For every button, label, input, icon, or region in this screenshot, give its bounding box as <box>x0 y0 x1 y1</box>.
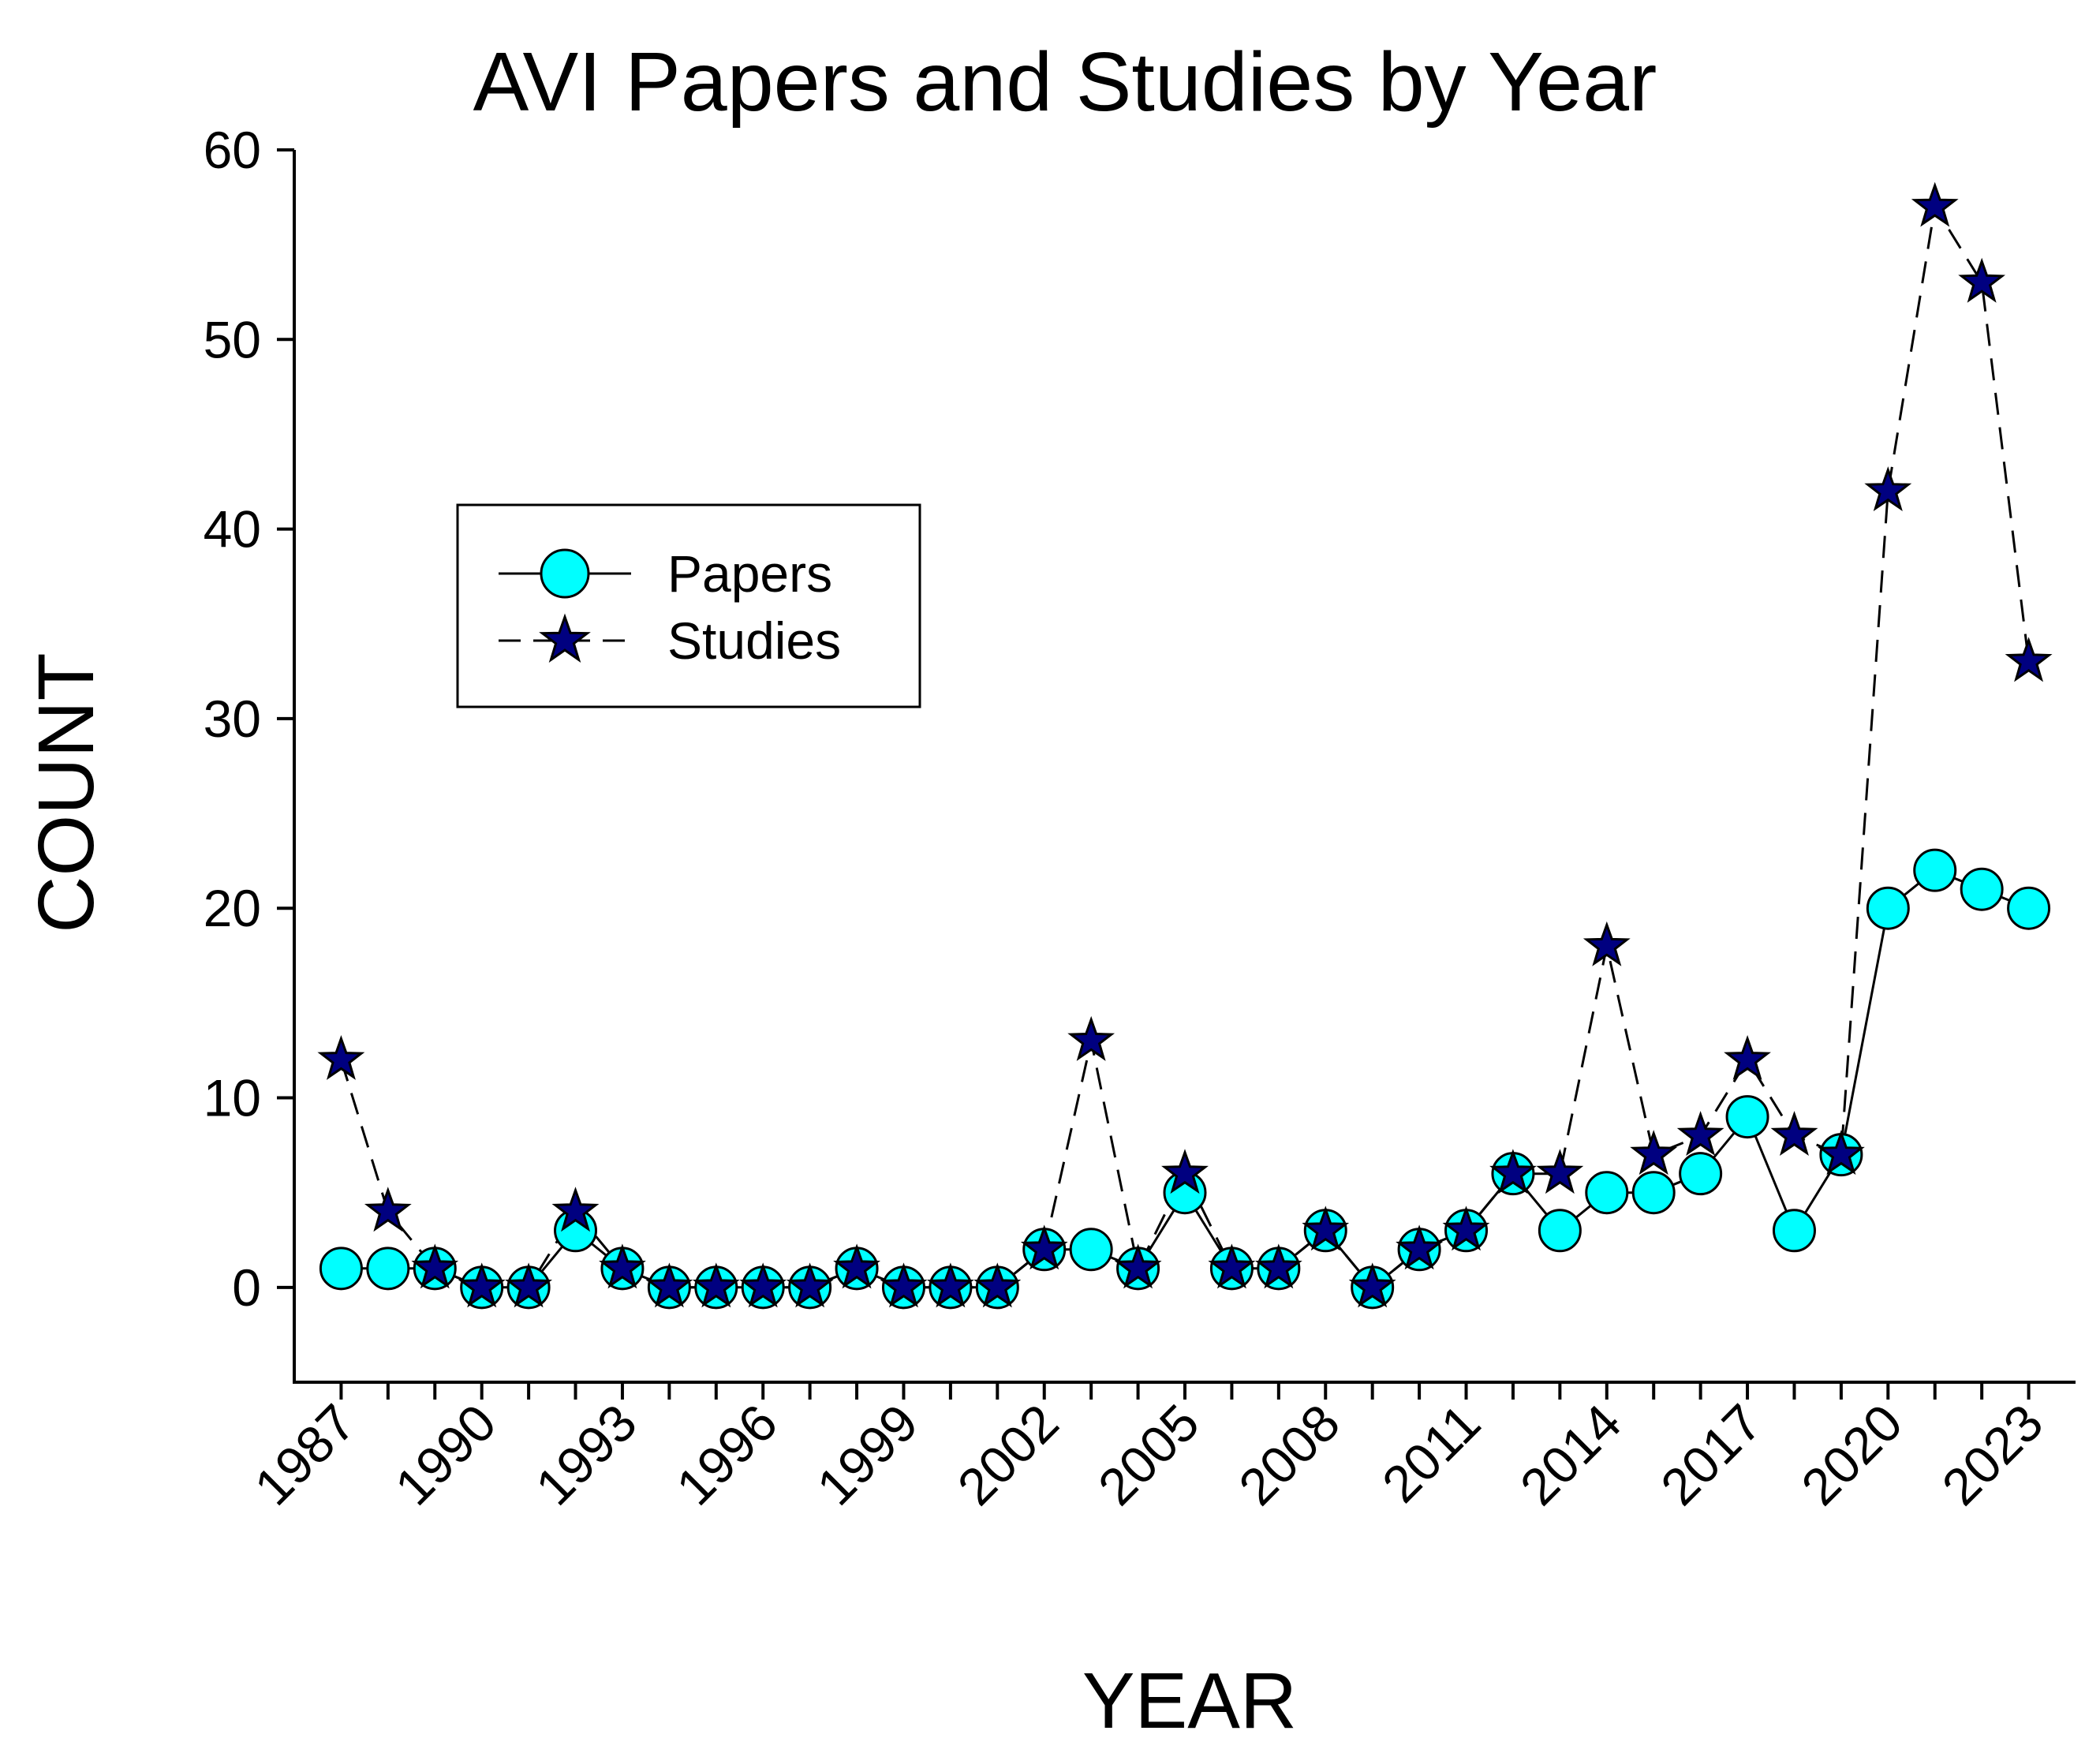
studies-point <box>1067 1015 1115 1061</box>
papers-point <box>366 1247 410 1291</box>
studies-point <box>739 1262 787 1308</box>
x-tick-label: 1999 <box>805 1393 929 1516</box>
x-ticks: 1987 1990 1993 1996 1999 2002 2005 2008 2011 2014… <box>243 1382 2053 1516</box>
chart-title: AVI Papers and Studies by Year <box>473 36 1657 129</box>
papers-point <box>319 1247 363 1291</box>
papers-point <box>1679 1152 1723 1196</box>
studies-point <box>1161 1149 1209 1194</box>
studies-point <box>551 1187 600 1232</box>
studies-point <box>1864 466 1912 512</box>
studies-point <box>880 1262 928 1308</box>
studies-point <box>973 1262 1022 1308</box>
legend-papers-marker <box>540 548 590 599</box>
studies-point <box>786 1262 834 1308</box>
studies-point <box>599 1243 646 1289</box>
x-tick-label: 2014 <box>1509 1393 1632 1516</box>
legend: Papers Studies <box>456 503 921 708</box>
studies-point <box>1911 181 1959 227</box>
studies-point <box>1489 1149 1537 1194</box>
papers-point <box>1631 1171 1676 1215</box>
papers-point <box>1538 1209 1582 1253</box>
x-tick-label: 1993 <box>525 1393 648 1516</box>
x-tick-label: 2020 <box>1790 1393 1913 1516</box>
studies-point <box>1958 257 2006 303</box>
legend-papers-label: Papers <box>667 544 832 603</box>
studies-point <box>1676 1111 1724 1157</box>
papers-point <box>1772 1209 1816 1253</box>
studies-point <box>1442 1205 1490 1251</box>
studies-point <box>1208 1243 1256 1289</box>
studies-point <box>1302 1205 1350 1251</box>
papers-point <box>1585 1171 1629 1215</box>
studies-point <box>505 1262 553 1308</box>
x-tick-label: 2011 <box>1371 1393 1492 1514</box>
studies-point <box>645 1262 693 1308</box>
studies-point <box>1020 1224 1068 1270</box>
x-tick-label: 2017 <box>1650 1393 1773 1516</box>
studies-point <box>1114 1243 1162 1289</box>
studies-point <box>1770 1111 1818 1157</box>
x-tick-label: 2008 <box>1227 1393 1351 1516</box>
studies-point <box>1348 1262 1396 1308</box>
studies-point <box>1817 1130 1865 1176</box>
x-tick-label: 2005 <box>1087 1393 1210 1516</box>
series-lines <box>339 203 2031 1289</box>
x-tick-label: 2023 <box>1930 1393 2053 1516</box>
y-tick-label: 10 <box>204 1069 261 1127</box>
legend-studies-label: Studies <box>667 611 841 670</box>
studies-point <box>692 1262 740 1308</box>
y-tick-label: 0 <box>232 1258 261 1317</box>
x-tick-label: 1987 <box>243 1393 366 1516</box>
series-markers <box>317 181 2053 1310</box>
studies-point <box>1254 1243 1302 1289</box>
x-tick-label: 2002 <box>946 1393 1069 1516</box>
studies-point <box>1536 1149 1584 1194</box>
y-tick-label: 40 <box>204 500 261 559</box>
studies-point <box>1630 1130 1678 1176</box>
studies-point <box>926 1262 974 1308</box>
y-tick-label: 20 <box>204 879 261 937</box>
y-tick-label: 30 <box>204 690 261 748</box>
y-tick-label: 60 <box>204 121 261 179</box>
studies-point <box>317 1035 365 1080</box>
y-axis-label: COUNT <box>22 652 110 933</box>
y-tick-label: 50 <box>204 310 261 368</box>
x-tick-label: 1990 <box>383 1393 506 1516</box>
papers-point <box>1725 1095 1769 1139</box>
studies-point <box>458 1262 506 1308</box>
legend-box <box>456 503 921 708</box>
studies-point <box>411 1243 459 1289</box>
studies-point <box>1582 921 1631 966</box>
studies-point <box>1724 1035 1771 1080</box>
papers-point <box>1866 886 1910 930</box>
studies-point <box>1396 1224 1444 1270</box>
x-tick-label: 1996 <box>665 1393 788 1516</box>
papers-point <box>1960 867 2004 911</box>
papers-point <box>2007 886 2051 930</box>
legend-studies-marker <box>539 613 591 663</box>
papers-point <box>1913 848 1957 892</box>
studies-point <box>364 1187 412 1232</box>
studies-point <box>833 1243 880 1289</box>
studies-point <box>2005 637 2053 682</box>
y-ticks: 0 10 20 30 40 50 60 <box>204 121 294 1317</box>
papers-point <box>1069 1228 1113 1272</box>
x-axis-label: YEAR <box>1082 1657 1297 1745</box>
studies-series-line <box>339 203 2031 1289</box>
